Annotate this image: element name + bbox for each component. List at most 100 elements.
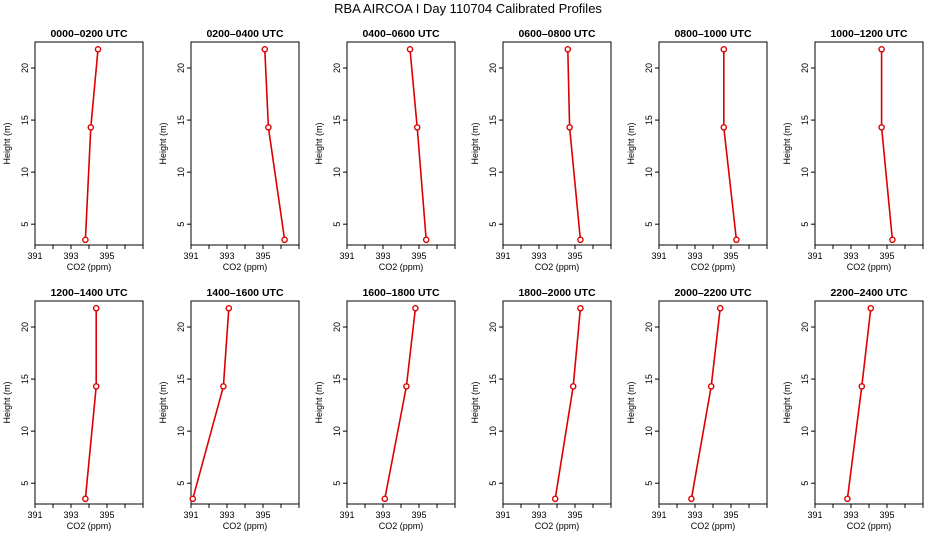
y-tick-label: 15 [644,115,654,125]
x-tick-label: 393 [219,251,234,261]
profile-line [384,308,417,499]
y-tick-label: 20 [20,322,30,332]
profile-point [889,236,896,244]
profile-line [84,49,99,240]
y-tick-label: 5 [488,222,498,227]
x-tick-label: 395 [879,510,894,520]
y-axis-label: Height (m) [626,122,636,164]
x-tick-label: 393 [375,251,390,261]
profile-point [844,495,851,503]
x-axis-label: CO2 (ppm) [535,262,580,272]
y-tick-label: 5 [644,222,654,227]
x-axis-label: CO2 (ppm) [67,521,112,531]
y-tick-label: 10 [20,426,30,436]
x-tick-label: 391 [339,251,354,261]
y-tick-label: 15 [20,374,30,384]
profile-point [569,383,577,390]
panel-title: 1800–2000 UTC [518,287,595,299]
y-tick-label: 20 [332,63,342,73]
y-tick-label: 20 [176,322,186,332]
y-tick-label: 15 [332,115,342,125]
y-axis-label: Height (m) [2,122,12,164]
profile-point [82,495,89,503]
y-tick-label: 5 [176,222,186,227]
y-tick-label: 10 [20,167,30,177]
x-tick-label: 391 [807,251,822,261]
y-tick-label: 10 [332,426,342,436]
y-tick-label: 15 [488,374,498,384]
x-tick-label: 395 [723,251,738,261]
x-tick-label: 395 [99,510,114,520]
plot-frame [34,41,144,246]
x-axis-label: CO2 (ppm) [223,521,268,531]
profile-point [858,383,866,390]
y-tick-label: 5 [488,481,498,486]
y-tick-label: 10 [800,426,810,436]
profile-point [707,383,715,390]
x-tick-label: 395 [255,251,270,261]
profile-point [867,304,875,312]
profile-panel-1: 0000–0200 UTC 391 393 395 5 10 15 20 CO2 (ppm) He… [2,28,144,272]
y-tick-label: 20 [332,322,342,332]
y-axis-label: Height (m) [782,381,792,423]
x-axis-label: CO2 (ppm) [535,521,580,531]
panel-title: 0200–0400 UTC [206,28,283,40]
panel-title: 0400–0600 UTC [362,28,439,40]
y-tick-label: 15 [800,115,810,125]
profile-point [403,383,410,390]
y-tick-label: 5 [20,222,30,227]
y-tick-label: 15 [800,374,810,384]
profile-point [281,236,288,244]
profile-panel-3: 0400–0600 UTC 391 393 395 5 10 15 20 CO2 (ppm) He… [314,28,456,272]
y-tick-label: 20 [800,63,810,73]
y-axis-label: Height (m) [158,122,168,164]
panel-title: 2200–2400 UTC [830,287,907,299]
profile-line [690,308,721,499]
y-tick-label: 10 [176,426,186,436]
y-tick-label: 20 [20,63,30,73]
profile-panel-6: 1000–1200 UTC 391 393 395 5 10 15 20 CO2 (ppm) He… [782,28,924,272]
profile-point [381,495,389,503]
profile-point [566,124,573,131]
profile-line [880,49,894,240]
profile-point [413,124,421,131]
x-tick-label: 395 [411,510,426,520]
y-axis-label: Height (m) [470,122,480,164]
plot-frame [190,300,300,505]
y-tick-label: 20 [800,322,810,332]
x-axis-label: CO2 (ppm) [223,262,268,272]
x-tick-label: 395 [723,510,738,520]
profile-point [577,236,584,244]
profile-panel-2: 0200–0400 UTC 391 393 395 5 10 15 20 CO2 (ppm) He… [158,28,300,272]
x-tick-label: 393 [687,251,702,261]
profile-point [225,304,233,312]
plot-frame [346,41,456,246]
y-tick-label: 15 [20,115,30,125]
profile-point [688,495,695,503]
y-tick-label: 5 [176,481,186,486]
profile-point [412,304,419,312]
y-axis-label: Height (m) [314,122,324,164]
figure-title: RBA AIRCOA I Day 110704 Calibrated Profi… [334,1,602,16]
plot-frame [814,300,924,505]
plot-frame [34,300,144,505]
profile-point [94,45,102,53]
x-tick-label: 395 [567,510,582,520]
x-tick-label: 393 [843,510,858,520]
x-tick-label: 393 [687,510,702,520]
x-tick-label: 393 [63,251,78,261]
x-tick-label: 391 [807,510,822,520]
profile-point [878,45,885,53]
profile-line [567,49,582,240]
y-tick-label: 5 [800,481,810,486]
profile-line [554,308,582,499]
x-tick-label: 393 [219,510,234,520]
plot-frame [658,41,768,246]
x-tick-label: 393 [531,510,546,520]
profile-line [264,49,286,240]
x-tick-label: 393 [375,510,390,520]
x-tick-label: 395 [255,510,270,520]
x-tick-label: 391 [495,510,510,520]
profile-panel-4: 0600–0800 UTC 391 393 395 5 10 15 20 CO2 (ppm) He… [470,28,612,272]
y-axis-label: Height (m) [158,381,168,423]
